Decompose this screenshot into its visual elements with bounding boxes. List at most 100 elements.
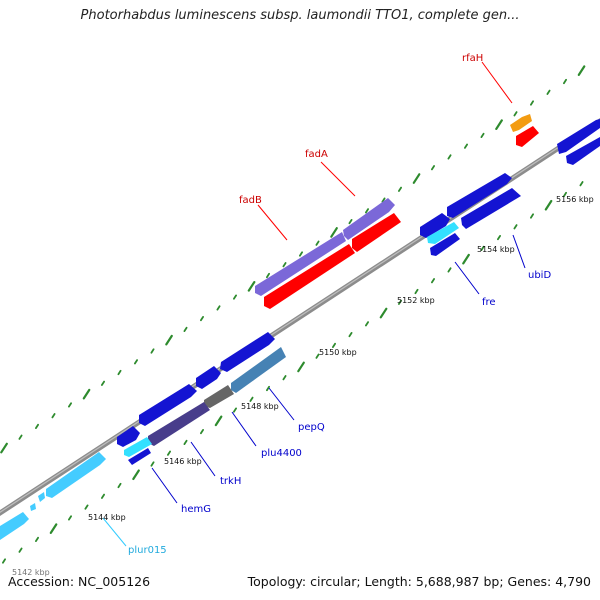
tick-mark xyxy=(462,253,470,265)
tick-mark xyxy=(579,181,584,187)
tick-mark xyxy=(544,199,553,211)
tick-mark xyxy=(0,442,8,454)
tick-mark xyxy=(513,224,518,230)
gene-feature[interactable] xyxy=(196,366,221,389)
gene-label-fre[interactable]: fre xyxy=(482,297,496,308)
tick-mark xyxy=(183,439,188,446)
gene-feature[interactable] xyxy=(447,173,512,218)
kbp-labels: 5156 kbp 5154 kbp 5152 kbp 5150 kbp 5148… xyxy=(12,195,594,577)
tick-mark xyxy=(348,218,353,225)
topology-info: Topology: circular; Length: 5,688,987 bp… xyxy=(247,574,591,589)
gene-label-plu4400[interactable]: plu4400 xyxy=(261,448,302,459)
tick-mark xyxy=(414,288,419,295)
tick-mark xyxy=(513,111,518,117)
tick-mark xyxy=(530,100,534,106)
tick-mark xyxy=(49,523,58,535)
gene-feature[interactable] xyxy=(30,503,36,511)
gene-feature[interactable] xyxy=(0,512,29,540)
tick-mark xyxy=(330,227,338,238)
tick-mark xyxy=(463,143,469,149)
tick-mark xyxy=(18,434,23,440)
tick-mark xyxy=(430,165,436,171)
tick-mark xyxy=(84,504,89,510)
tick-mark xyxy=(348,331,353,338)
kbp-label: 5154 kbp xyxy=(477,245,515,254)
gene-feature[interactable] xyxy=(139,384,197,426)
gene-feature[interactable] xyxy=(566,137,600,165)
gene-label-rfaH[interactable]: rfaH xyxy=(462,53,483,64)
tick-mark xyxy=(117,369,122,376)
gene-label-hemG[interactable]: hemG xyxy=(181,504,211,515)
tick-mark xyxy=(51,413,56,419)
tick-mark xyxy=(133,359,139,365)
tick-mark xyxy=(183,326,188,333)
gene-rfaH[interactable] xyxy=(516,126,539,147)
gene-fre[interactable] xyxy=(427,222,459,244)
gene-label-plur015[interactable]: plur015 xyxy=(128,545,167,556)
tick-mark xyxy=(249,396,254,402)
gene-labels: rfaH fadA fadB ubiD fre pepQ plu4400 trk… xyxy=(128,53,551,556)
accession-info: Accession: NC_005126 xyxy=(8,574,151,589)
tick-mark xyxy=(232,407,238,413)
gene-feature[interactable] xyxy=(510,114,532,132)
tick-marks-inner xyxy=(2,181,584,564)
tick-mark xyxy=(82,388,91,400)
reverse-strand-genes xyxy=(124,126,600,465)
gene-fadB-rev[interactable] xyxy=(264,244,355,309)
forward-strand-genes xyxy=(0,114,600,540)
gene-fadA[interactable] xyxy=(343,198,395,240)
gene-feature[interactable] xyxy=(420,213,450,238)
tick-mark xyxy=(430,278,436,284)
tick-mark xyxy=(315,240,320,246)
tick-mark xyxy=(214,415,223,427)
tick-mark xyxy=(165,334,173,346)
tick-mark xyxy=(331,342,337,349)
tick-mark xyxy=(546,89,551,95)
tick-mark xyxy=(35,536,39,542)
tick-mark xyxy=(282,262,287,268)
gene-label-fadA[interactable]: fadA xyxy=(305,149,328,160)
kbp-label: 5152 kbp xyxy=(397,296,435,305)
tick-mark xyxy=(381,197,386,203)
tick-mark xyxy=(101,493,105,499)
tick-mark xyxy=(496,234,502,241)
gene-label-pepQ[interactable]: pepQ xyxy=(298,422,325,433)
tick-mark xyxy=(495,119,503,130)
tick-mark xyxy=(412,173,421,184)
tick-mark xyxy=(150,348,155,354)
gene-fre-dark[interactable] xyxy=(430,233,460,256)
gene-label-trkH[interactable]: trkH xyxy=(220,476,241,487)
gene-feature[interactable] xyxy=(220,332,275,372)
gene-plu4400[interactable] xyxy=(204,385,234,408)
tick-mark xyxy=(282,375,287,381)
tick-mark xyxy=(315,353,320,359)
gene-feature[interactable] xyxy=(117,426,140,447)
gene-ubiD[interactable] xyxy=(461,188,521,229)
tick-mark xyxy=(577,65,586,77)
gene-fadA-rev[interactable] xyxy=(352,213,401,252)
gene-plur015[interactable] xyxy=(46,452,106,498)
tick-mark xyxy=(530,213,534,219)
tick-marks-outer xyxy=(0,65,586,454)
kbp-label-faded: 5142 kbp xyxy=(12,568,50,577)
tick-mark xyxy=(447,154,452,160)
gene-hemG[interactable] xyxy=(124,437,152,457)
tick-mark xyxy=(68,515,72,521)
tick-mark xyxy=(480,245,485,252)
gene-fadB[interactable] xyxy=(255,232,346,296)
gene-trkH[interactable] xyxy=(148,402,210,446)
gene-feature[interactable] xyxy=(557,119,600,154)
tick-mark xyxy=(480,132,485,139)
tick-mark xyxy=(364,321,370,327)
gene-label-ubiD[interactable]: ubiD xyxy=(528,270,551,281)
tick-mark xyxy=(117,482,122,489)
gene-label-fadB[interactable]: fadB xyxy=(239,195,262,206)
tick-mark xyxy=(101,380,105,386)
kbp-label: 5150 kbp xyxy=(319,348,357,357)
gene-feature[interactable] xyxy=(38,492,45,502)
gene-hemG-dark[interactable] xyxy=(128,448,151,465)
kbp-label: 5144 kbp xyxy=(88,513,126,522)
gene-pepQ[interactable] xyxy=(231,347,286,393)
tick-mark xyxy=(563,191,567,198)
